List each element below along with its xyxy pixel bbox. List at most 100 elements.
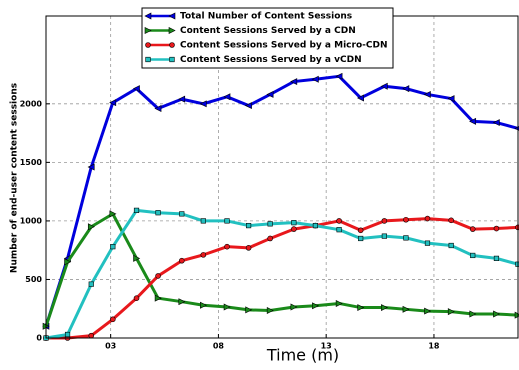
x-tick-label: 13 bbox=[321, 342, 332, 351]
point bbox=[290, 303, 298, 311]
legend-label: Content Sessions Served by a CDN bbox=[180, 26, 356, 36]
point bbox=[424, 215, 431, 222]
x-tick-label: 18 bbox=[428, 342, 440, 351]
point bbox=[200, 252, 207, 258]
point bbox=[402, 85, 410, 93]
point bbox=[223, 303, 231, 311]
point bbox=[493, 255, 500, 261]
point bbox=[266, 306, 274, 314]
point bbox=[132, 85, 140, 93]
point bbox=[357, 304, 365, 312]
point bbox=[199, 100, 207, 108]
point bbox=[154, 294, 162, 302]
point bbox=[423, 90, 431, 98]
point bbox=[336, 218, 342, 224]
point bbox=[178, 95, 186, 103]
point bbox=[469, 226, 476, 232]
legend-label: Content Sessions Served by a Micro-CDN bbox=[180, 41, 387, 51]
point bbox=[109, 210, 117, 218]
series-line bbox=[46, 217, 519, 340]
y-tick-label: 2000 bbox=[20, 99, 43, 108]
point bbox=[267, 235, 273, 242]
point bbox=[290, 78, 298, 86]
point bbox=[381, 304, 389, 312]
point bbox=[291, 220, 297, 226]
point bbox=[245, 245, 252, 251]
point bbox=[110, 244, 116, 250]
legend-marker bbox=[168, 27, 176, 34]
legend-marker bbox=[144, 12, 152, 20]
point bbox=[64, 258, 72, 266]
point bbox=[357, 227, 364, 234]
point bbox=[403, 216, 409, 223]
point bbox=[133, 207, 140, 213]
point bbox=[266, 90, 274, 98]
point bbox=[336, 227, 342, 233]
point bbox=[87, 163, 95, 171]
point bbox=[312, 222, 319, 229]
series-line bbox=[45, 208, 519, 340]
point bbox=[381, 218, 388, 224]
point bbox=[64, 331, 71, 338]
point bbox=[88, 281, 94, 287]
point bbox=[291, 226, 297, 232]
legend-label: Total Number of Content Sessions bbox=[180, 12, 352, 22]
legend-label: Content Sessions Served by a vCDN bbox=[180, 55, 362, 65]
point bbox=[224, 218, 230, 224]
point bbox=[87, 223, 95, 231]
point bbox=[154, 105, 162, 112]
point bbox=[200, 301, 208, 309]
legend-marker bbox=[145, 56, 151, 63]
point bbox=[381, 233, 387, 239]
point bbox=[424, 240, 431, 246]
y-tick-label: 1500 bbox=[20, 158, 43, 167]
legend-marker bbox=[144, 27, 152, 34]
point bbox=[88, 332, 95, 339]
y-tick-label: 1000 bbox=[20, 216, 43, 225]
y-axis-label: Number of end-user content sessions bbox=[10, 83, 20, 273]
y-tick-label: 500 bbox=[25, 275, 42, 284]
y-tick-label: 0 bbox=[36, 334, 42, 343]
legend-marker bbox=[169, 42, 175, 48]
x-tick-label: 08 bbox=[213, 342, 225, 351]
point bbox=[403, 235, 409, 241]
legend: Total Number of Content Sessions Content … bbox=[141, 7, 394, 69]
point bbox=[223, 93, 231, 101]
point bbox=[493, 225, 500, 232]
x-axis-label: Time (m) bbox=[266, 346, 339, 365]
point bbox=[155, 273, 161, 279]
legend-marker bbox=[169, 56, 175, 63]
legend-box bbox=[141, 7, 394, 69]
point bbox=[470, 252, 476, 259]
point bbox=[133, 295, 140, 301]
point bbox=[380, 82, 388, 90]
point bbox=[224, 243, 230, 250]
point bbox=[356, 94, 364, 102]
point bbox=[402, 305, 410, 313]
point bbox=[424, 307, 432, 315]
point bbox=[179, 211, 185, 217]
point bbox=[133, 254, 141, 262]
point bbox=[447, 95, 455, 103]
point bbox=[311, 75, 319, 83]
point bbox=[267, 221, 273, 227]
point bbox=[178, 298, 186, 306]
x-tick-label: 03 bbox=[105, 342, 116, 351]
point bbox=[492, 119, 500, 127]
point bbox=[155, 210, 161, 216]
point bbox=[469, 117, 477, 125]
point bbox=[244, 102, 252, 110]
series-line bbox=[44, 212, 519, 327]
point bbox=[358, 235, 364, 242]
point bbox=[448, 217, 454, 224]
point bbox=[109, 99, 117, 107]
point bbox=[178, 257, 185, 264]
point bbox=[312, 302, 320, 310]
legend-marker bbox=[145, 42, 151, 48]
point bbox=[447, 308, 455, 316]
point bbox=[335, 72, 343, 80]
series-line bbox=[44, 74, 519, 327]
point bbox=[335, 299, 343, 307]
